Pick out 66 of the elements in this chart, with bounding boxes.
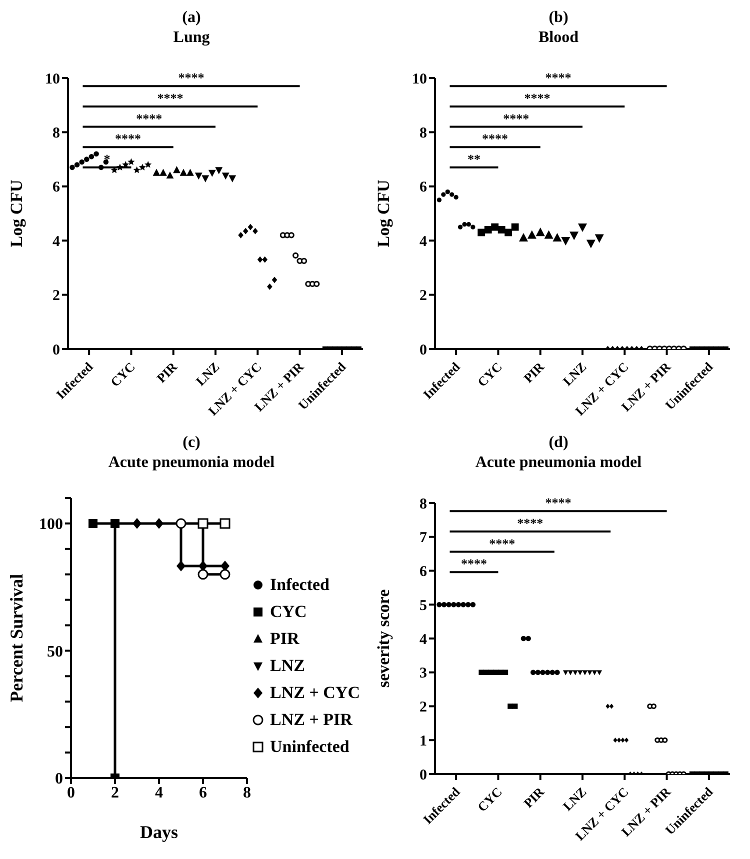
y-tick-label: 10 xyxy=(412,71,427,88)
y-tick-label: 5 xyxy=(420,598,427,614)
x-axis-title: Days xyxy=(140,822,178,842)
y-tick-label: 8 xyxy=(420,496,427,512)
y-tick-label: 0 xyxy=(420,342,427,358)
legend-label: LNZ + CYC xyxy=(270,682,360,704)
y-axis-title: Log CFU xyxy=(374,180,394,248)
annotation: **** xyxy=(517,515,544,530)
annotation: * xyxy=(104,151,110,166)
annotation: **** xyxy=(178,70,204,86)
y-tick-label: 1 xyxy=(420,733,427,750)
chart-title: (a) xyxy=(181,8,202,28)
annotation: **** xyxy=(489,536,516,551)
y-axis-title: Percent Survival xyxy=(6,574,26,702)
y-tick-label: 4 xyxy=(52,234,60,250)
legend-label: LNZ + PIR xyxy=(270,709,352,731)
y-axis-title: severity score xyxy=(374,588,394,688)
y-tick-label: 6 xyxy=(52,180,60,196)
y-tick-label: 2 xyxy=(52,288,60,304)
y-tick-label: 6 xyxy=(420,564,428,580)
legend-label: Infected xyxy=(270,574,330,596)
chart-subtitle: Blood xyxy=(537,28,580,48)
legend-label: Uninfected xyxy=(270,736,350,758)
y-tick-label: 8 xyxy=(52,126,60,142)
y-tick-label: 4 xyxy=(420,234,428,250)
legend-label: LNZ xyxy=(270,655,305,677)
y-tick-label: 0 xyxy=(420,767,427,784)
y-tick-label: 0 xyxy=(52,342,60,358)
x-tick-label: 2 xyxy=(111,784,119,802)
y-tick-label: 0 xyxy=(55,770,63,788)
y-tick-label: 100 xyxy=(39,516,63,534)
x-tick-label: 0 xyxy=(67,784,75,802)
annotation: **** xyxy=(115,131,142,146)
y-tick-label: 7 xyxy=(420,530,428,546)
x-tick-label: 4 xyxy=(155,784,163,802)
annotation: **** xyxy=(503,110,530,126)
x-tick-label: 6 xyxy=(199,784,207,802)
legend-label: PIR xyxy=(270,628,300,650)
annotation: **** xyxy=(482,131,508,146)
chart-title: (d) xyxy=(548,433,570,453)
x-tick-label: 8 xyxy=(243,784,251,802)
x-tick-label: PIR xyxy=(520,358,548,386)
annotation: ** xyxy=(467,151,480,166)
chart-subtitle: Acute pneumonia model xyxy=(107,453,276,473)
annotation: **** xyxy=(136,110,162,126)
y-tick-label: 2 xyxy=(420,288,427,304)
y-tick-label: 6 xyxy=(420,180,428,196)
x-tick-label: PIR xyxy=(154,358,181,386)
y-axis-title: Log CFU xyxy=(7,180,26,248)
y-tick-label: 8 xyxy=(420,126,427,142)
annotation: **** xyxy=(545,495,572,510)
y-tick-label: 10 xyxy=(45,71,60,88)
chart-subtitle: Lung xyxy=(172,28,211,48)
annotation: **** xyxy=(157,90,184,106)
annotation: **** xyxy=(545,70,572,86)
chart-subtitle: Acute pneumonia model xyxy=(474,453,643,473)
y-tick-label: 3 xyxy=(420,666,427,682)
chart-title: (b) xyxy=(548,8,570,28)
y-tick-label: 4 xyxy=(420,632,428,648)
legend-label: CYC xyxy=(270,601,307,623)
chart-title: (c) xyxy=(182,433,202,453)
y-tick-label: 2 xyxy=(420,700,427,716)
y-tick-label: 50 xyxy=(47,643,63,660)
annotation: **** xyxy=(460,556,487,572)
x-tick-label: PIR xyxy=(520,784,548,811)
annotation: **** xyxy=(524,90,550,106)
